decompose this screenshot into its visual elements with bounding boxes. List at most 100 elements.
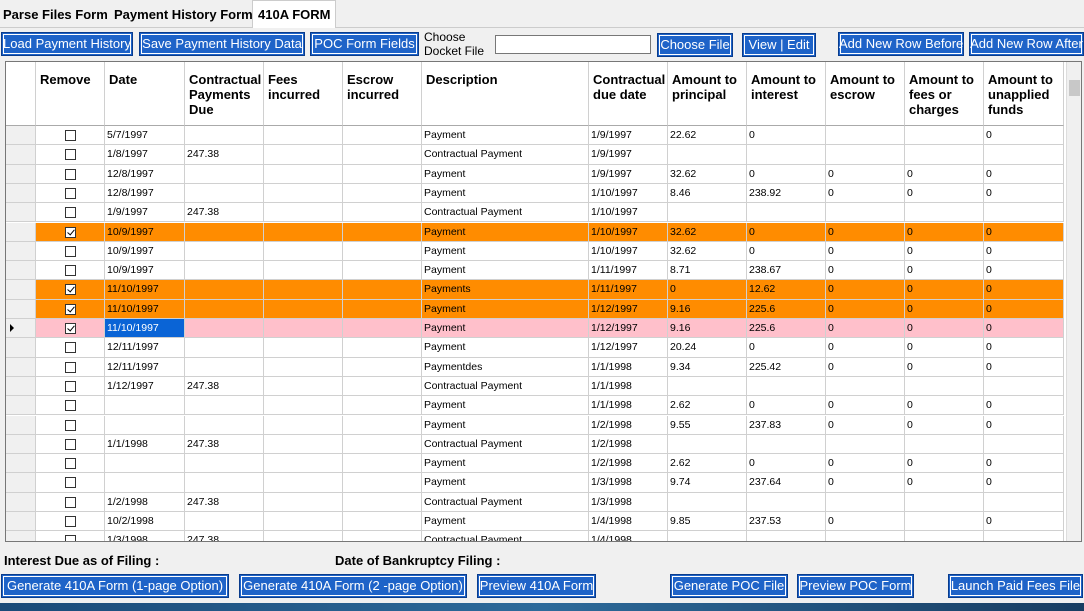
checkbox[interactable] <box>65 477 76 488</box>
button[interactable]: Save Payment History Data <box>139 32 305 56</box>
table-cell[interactable] <box>185 242 264 261</box>
table-cell[interactable] <box>343 184 422 203</box>
table-cell[interactable] <box>343 319 422 338</box>
table-cell[interactable]: 0 <box>826 338 905 357</box>
file-input[interactable] <box>495 35 651 54</box>
table-cell[interactable]: 0 <box>905 300 984 319</box>
table-cell[interactable]: Payment <box>422 242 589 261</box>
table-cell[interactable]: 9.74 <box>668 473 747 492</box>
table-cell[interactable] <box>105 396 185 415</box>
table-cell[interactable]: 1/11/1997 <box>589 280 668 299</box>
table-cell[interactable] <box>185 358 264 377</box>
checkbox[interactable] <box>65 149 76 160</box>
row-header[interactable] <box>6 145 36 164</box>
table-cell[interactable] <box>185 396 264 415</box>
table-cell[interactable] <box>105 473 185 492</box>
table-cell[interactable] <box>826 435 905 454</box>
row-header[interactable] <box>6 184 36 203</box>
table-cell[interactable] <box>826 203 905 222</box>
table-cell[interactable] <box>185 261 264 280</box>
table-cell[interactable]: 0 <box>747 396 826 415</box>
table-cell[interactable]: 9.16 <box>668 319 747 338</box>
table-cell[interactable]: 12/11/1997 <box>105 338 185 357</box>
column-header[interactable]: Contractual Payments Due <box>185 62 264 126</box>
table-cell[interactable] <box>185 338 264 357</box>
table-cell[interactable]: 1/11/1997 <box>589 261 668 280</box>
table-cell[interactable] <box>185 454 264 473</box>
column-header[interactable]: Remove <box>36 62 105 126</box>
table-cell[interactable]: 1/3/1998 <box>589 493 668 512</box>
table-cell[interactable]: 0 <box>826 280 905 299</box>
table-cell[interactable]: 237.53 <box>747 512 826 531</box>
table-cell[interactable]: 0 <box>905 319 984 338</box>
table-cell[interactable]: 225.6 <box>747 300 826 319</box>
table-cell[interactable]: 0 <box>826 396 905 415</box>
table-cell[interactable] <box>264 396 343 415</box>
table-cell[interactable] <box>264 261 343 280</box>
table-cell[interactable]: 1/1/1998 <box>105 435 185 454</box>
checkbox[interactable] <box>65 265 76 276</box>
table-cell[interactable] <box>264 203 343 222</box>
table-cell[interactable]: Contractual Payment <box>422 377 589 396</box>
table-cell[interactable]: 9.85 <box>668 512 747 531</box>
table-cell[interactable]: 1/9/1997 <box>589 145 668 164</box>
table-cell[interactable]: 1/10/1997 <box>589 203 668 222</box>
table-cell[interactable]: 8.71 <box>668 261 747 280</box>
table-cell[interactable]: Contractual Payment <box>422 531 589 542</box>
table-cell[interactable]: 0 <box>905 416 984 435</box>
table-cell[interactable]: 247.38 <box>185 145 264 164</box>
checkbox[interactable] <box>65 342 76 353</box>
row-header[interactable] <box>6 165 36 184</box>
button[interactable]: Generate POC File <box>670 574 788 598</box>
table-cell[interactable] <box>185 280 264 299</box>
checkbox[interactable] <box>65 400 76 411</box>
table-cell[interactable]: Contractual Payment <box>422 145 589 164</box>
checkbox[interactable] <box>65 227 76 238</box>
scrollbar[interactable] <box>1066 62 1082 542</box>
button[interactable]: Generate 410A Form (2 -page Option) <box>239 574 467 598</box>
table-cell[interactable] <box>905 203 984 222</box>
table-cell[interactable] <box>668 377 747 396</box>
table-cell[interactable]: 2.62 <box>668 396 747 415</box>
table-cell[interactable] <box>343 435 422 454</box>
table-cell[interactable] <box>264 242 343 261</box>
table-cell[interactable]: 0 <box>668 280 747 299</box>
table-cell[interactable] <box>185 512 264 531</box>
table-cell[interactable] <box>185 416 264 435</box>
table-cell[interactable]: 1/9/1997 <box>589 165 668 184</box>
table-cell[interactable] <box>264 512 343 531</box>
row-header[interactable] <box>6 280 36 299</box>
table-cell[interactable] <box>343 280 422 299</box>
table-cell[interactable]: 0 <box>984 338 1064 357</box>
table-cell[interactable]: 12/8/1997 <box>105 165 185 184</box>
table-cell[interactable] <box>826 126 905 145</box>
table-cell[interactable] <box>264 280 343 299</box>
table-cell[interactable] <box>343 512 422 531</box>
checkbox[interactable] <box>65 439 76 450</box>
table-cell[interactable]: 0 <box>905 454 984 473</box>
table-cell[interactable]: 247.38 <box>185 203 264 222</box>
row-header[interactable] <box>6 473 36 492</box>
checkbox[interactable] <box>65 246 76 257</box>
table-cell[interactable]: Payment <box>422 165 589 184</box>
checkbox[interactable] <box>65 323 76 334</box>
column-header[interactable]: Fees incurred <box>264 62 343 126</box>
table-cell[interactable] <box>343 493 422 512</box>
table-cell[interactable]: 0 <box>905 280 984 299</box>
table-cell[interactable] <box>826 493 905 512</box>
checkbox[interactable] <box>65 362 76 373</box>
table-cell[interactable] <box>343 165 422 184</box>
table-cell[interactable]: 1/2/1998 <box>589 435 668 454</box>
table-cell[interactable] <box>984 145 1064 164</box>
table-cell[interactable]: 1/8/1997 <box>105 145 185 164</box>
table-cell[interactable] <box>747 203 826 222</box>
checkbox[interactable] <box>65 535 76 542</box>
table-cell[interactable]: Payment <box>422 396 589 415</box>
table-cell[interactable] <box>343 473 422 492</box>
row-header[interactable] <box>6 261 36 280</box>
table-cell[interactable]: 1/9/1997 <box>589 126 668 145</box>
table-cell[interactable]: 0 <box>747 338 826 357</box>
column-header[interactable]: Escrow incurred <box>343 62 422 126</box>
table-cell[interactable]: 0 <box>984 242 1064 261</box>
table-cell[interactable]: 1/4/1998 <box>589 512 668 531</box>
